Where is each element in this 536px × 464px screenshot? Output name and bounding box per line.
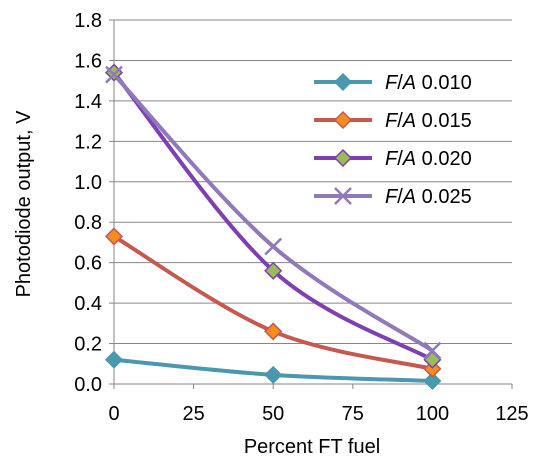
gridlines bbox=[114, 19, 512, 345]
y-tick-label: 0.0 bbox=[74, 374, 102, 396]
y-tick-labels: 0.0 0.2 0.4 0.6 0.8 1.0 1.2 1.4 1.6 1.8 bbox=[74, 10, 102, 396]
data-point-marker bbox=[423, 371, 442, 391]
x-tick-label: 75 bbox=[342, 403, 364, 425]
data-point-marker bbox=[104, 227, 124, 246]
y-tick-label: 0.6 bbox=[74, 253, 102, 275]
x-tick-label: 50 bbox=[262, 403, 284, 425]
data-point-marker bbox=[423, 359, 442, 378]
x-marker-stroke bbox=[423, 341, 442, 360]
x-marker-stroke bbox=[264, 237, 283, 256]
y-tick-label: 0.4 bbox=[74, 293, 102, 315]
x-marker-stroke bbox=[105, 65, 123, 84]
series-line bbox=[112, 234, 433, 371]
legend-label: F/A 0.020 bbox=[385, 148, 472, 170]
legend-label: F/A 0.025 bbox=[385, 186, 472, 208]
x-tick-label: 125 bbox=[495, 403, 528, 425]
legend-marker bbox=[333, 72, 353, 92]
y-tick-label: 1.2 bbox=[74, 131, 102, 153]
y-axis-title: Photodiode output, V bbox=[13, 110, 35, 297]
x-tick-label: 25 bbox=[182, 403, 204, 425]
data-point-marker bbox=[105, 65, 123, 84]
legend-marker bbox=[333, 148, 353, 168]
y-tick-label: 0.8 bbox=[74, 212, 102, 234]
legend-label: F/A 0.015 bbox=[385, 110, 472, 132]
data-point-marker bbox=[423, 341, 442, 360]
y-tick-label: 1.4 bbox=[74, 91, 102, 113]
y-tick-label: 1.0 bbox=[74, 172, 102, 194]
legend-marker bbox=[333, 110, 353, 130]
legend-label: F/A 0.010 bbox=[385, 72, 472, 94]
series-markers bbox=[104, 63, 442, 391]
data-point-marker bbox=[264, 365, 283, 384]
x-tick-label: 100 bbox=[416, 403, 449, 425]
x-tick-label: 0 bbox=[108, 403, 119, 425]
data-point-marker bbox=[423, 350, 442, 369]
x-marker-stroke bbox=[334, 187, 352, 205]
y-tick-label: 0.2 bbox=[74, 334, 102, 356]
data-point-marker bbox=[264, 261, 283, 280]
legend: F/A 0.010 F/A 0.015 F/A 0.020 F/A 0.025 bbox=[314, 72, 472, 208]
y-tick-label: 1.8 bbox=[74, 10, 102, 32]
x-tick-labels: 0 25 50 75 100 125 bbox=[108, 403, 528, 425]
x-axis-title: Percent FT fuel bbox=[244, 436, 380, 458]
data-point-marker bbox=[264, 237, 283, 256]
data-point-marker bbox=[104, 350, 124, 369]
legend-marker bbox=[334, 187, 352, 205]
y-tick-label: 1.6 bbox=[74, 50, 102, 72]
data-point-marker bbox=[264, 322, 283, 341]
